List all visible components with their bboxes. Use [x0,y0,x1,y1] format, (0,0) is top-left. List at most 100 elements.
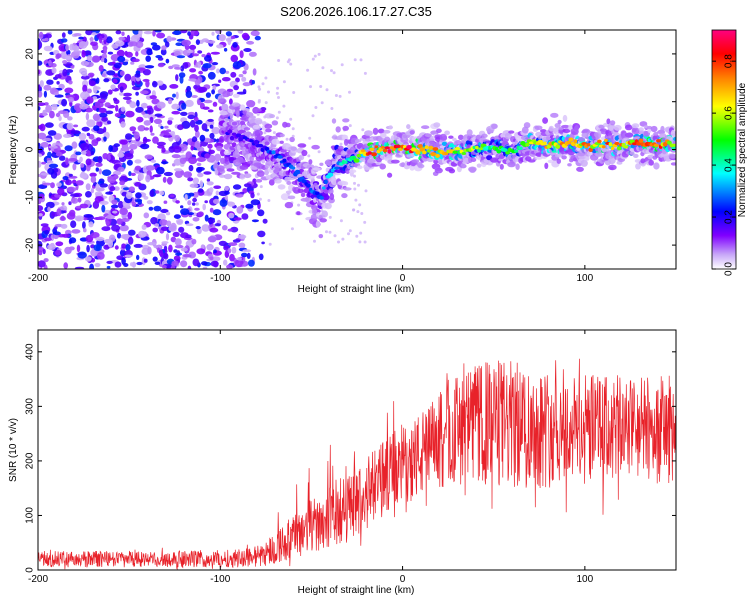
noise-blob [169,84,179,89]
noise-blob [81,51,86,58]
noise-blob [241,252,248,258]
noise-blob [314,106,318,109]
noise-blob [101,226,111,232]
ridge-halo [269,114,275,119]
noise-blob [209,207,214,213]
ridge-halo [255,119,263,125]
noise-blob [38,260,46,268]
ridge-mid [673,136,676,142]
ridge-halo [219,111,229,116]
noise-blob [129,126,137,132]
noise-blob [56,53,62,59]
ridge-core [454,147,461,151]
noise-blob [86,55,93,62]
noise-blob [207,218,216,224]
noise-blob [188,164,194,172]
colorbar-tick-label: 0.6 [724,106,735,120]
noise-blob [234,259,243,268]
noise-blob [142,136,148,144]
ridge-halo [629,151,635,155]
ridge-halo [367,159,376,164]
noise-blob [84,107,93,113]
y-tick-label: -20 [25,237,36,252]
noise-blob [146,107,154,115]
ridge-core [380,145,385,149]
noise-blob [361,128,365,132]
noise-blob [64,246,72,255]
noise-blob [175,91,179,100]
noise-blob [111,199,118,205]
noise-blob [158,249,164,257]
noise-blob [205,92,211,98]
noise-blob [203,171,212,175]
ridge-halo [390,159,400,164]
ridge-halo [470,157,477,162]
ridge-halo [403,164,410,170]
colorbar: 0.0 0.2 0.4 0.6 0.8 Normalized spectral ampl… [711,29,748,276]
noise-blob [187,177,194,182]
noise-blob [100,93,108,101]
noise-blob [195,202,199,206]
noise-blob [130,34,140,43]
ridge-core [417,144,423,149]
noise-blob [186,49,194,54]
ridge-core [525,142,530,147]
snr-axes: -200 -100 0 100 0 100 200 300 400 [25,330,676,585]
ridge-core [586,143,591,147]
noise-blob [119,139,128,145]
noise-blob [60,38,68,43]
colorbar-tick-label: 0.4 [724,158,735,172]
ridge-halo [476,163,482,168]
noise-blob [221,77,231,82]
noise-blob [243,183,252,188]
noise-blob [309,85,312,89]
noise-blob [196,162,202,167]
noise-blob [43,45,53,52]
noise-blob [143,258,148,263]
ridge-halo [468,166,477,172]
noise-blob [70,220,77,228]
noise-blob [190,145,194,151]
noise-blob [89,172,97,177]
noise-blob [347,232,350,236]
noise-blob [264,101,268,105]
noise-blob [163,134,173,138]
x-tick-label: 0 [400,273,406,284]
noise-blob [43,90,48,98]
noise-blob [236,206,244,214]
noise-blob [68,173,73,177]
noise-blob [187,265,192,269]
noise-blob [50,147,55,152]
noise-blob [332,71,336,75]
noise-blob [359,231,363,235]
noise-blob [155,190,160,194]
noise-blob [308,136,312,140]
ridge-core [371,152,377,157]
ridge-halo [648,159,654,166]
y-tick-label: 200 [25,452,36,469]
ridge-halo [311,144,320,150]
noise-blob [63,262,68,269]
noise-blob [163,132,171,136]
noise-blob [136,261,143,266]
noise-blob [216,44,224,49]
noise-blob [251,219,259,223]
noise-blob [275,91,279,95]
noise-blob [241,76,247,82]
noise-blob [121,257,126,265]
noise-blob [130,61,135,65]
noise-blob [125,191,133,200]
noise-blob [170,222,177,231]
noise-blob [45,122,54,128]
noise-blob [358,203,362,207]
noise-blob [214,153,222,162]
noise-blob [150,217,158,225]
noise-blob [99,200,109,205]
noise-blob [39,80,44,88]
ridge-halo [635,163,641,170]
noise-blob [165,233,170,241]
ridge-halo [521,126,529,134]
noise-blob [98,168,102,175]
noise-blob [78,41,88,49]
noise-blob [119,249,126,257]
